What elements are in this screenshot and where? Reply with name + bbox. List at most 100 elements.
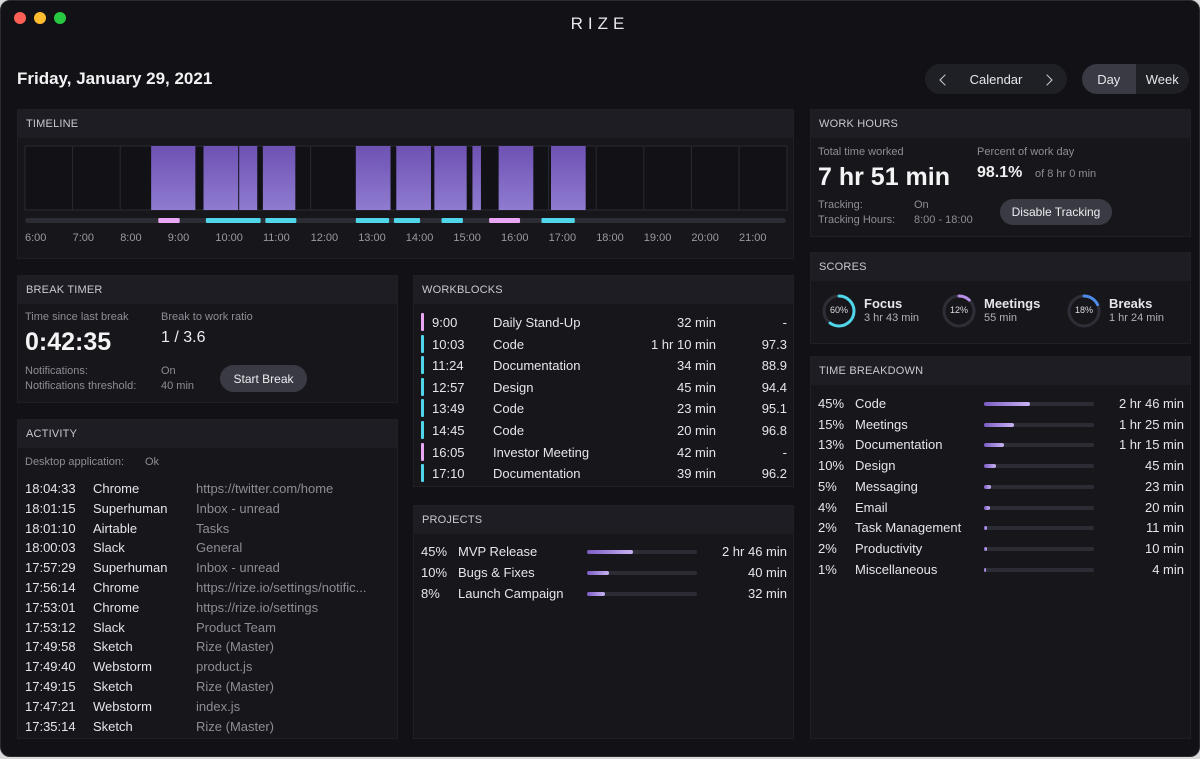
timeline-activity-block[interactable] bbox=[203, 146, 239, 210]
breakdown-row[interactable]: 10% Design 45 min bbox=[811, 457, 1190, 476]
project-row[interactable]: 45% MVP Release 2 hr 46 min bbox=[414, 543, 793, 562]
timeline-activity-block[interactable] bbox=[550, 146, 586, 210]
score-ring bbox=[1067, 294, 1101, 328]
timeline-activity-block[interactable] bbox=[498, 146, 534, 210]
timeline-activity-block[interactable] bbox=[472, 146, 481, 210]
breakdown-bar-fill bbox=[984, 567, 987, 572]
breakdown-duration: 2 hr 46 min bbox=[1118, 396, 1184, 411]
breakdown-row[interactable]: 1% Miscellaneous 4 min bbox=[811, 561, 1190, 580]
calendar-button[interactable]: Calendar bbox=[969, 71, 1023, 87]
breakdown-row[interactable]: 2% Productivity 10 min bbox=[811, 540, 1190, 559]
breakdown-bar-fill bbox=[984, 505, 990, 510]
workblock-row[interactable]: 10:03 Code 1 hr 10 min 97.3 bbox=[414, 334, 793, 355]
breakdown-category: Task Management bbox=[855, 520, 962, 536]
workblock-row[interactable]: 9:00 Daily Stand-Up 32 min - bbox=[414, 313, 793, 333]
scores-panel: SCORES 60% Focus 3 hr 43 min 12% Meetings 55 … bbox=[810, 252, 1191, 344]
timeline-activity-block[interactable] bbox=[396, 146, 431, 210]
activity-detail: https://rize.io/settings/notific... bbox=[196, 580, 367, 595]
timeline-workblock-marker[interactable] bbox=[355, 218, 390, 223]
page-title: Friday, January 29, 2021 bbox=[17, 69, 213, 88]
score-percent: 60% bbox=[829, 305, 848, 315]
breakdown-row[interactable]: 5% Messaging 23 min bbox=[811, 478, 1190, 497]
timeline-activity-block[interactable] bbox=[355, 146, 391, 210]
project-bar bbox=[587, 570, 697, 575]
breakdown-row[interactable]: 45% Code 2 hr 46 min bbox=[811, 395, 1190, 414]
breakdown-category: Code bbox=[855, 396, 887, 411]
workblock-row[interactable]: 13:49 Code 23 min 95.1 bbox=[414, 399, 793, 419]
break-ratio-value: 1 / 3.6 bbox=[161, 329, 206, 346]
workblock-score: - bbox=[782, 444, 787, 460]
timeline-activity-block[interactable] bbox=[434, 146, 467, 210]
breakdown-row[interactable]: 2% Task Management 11 min bbox=[811, 519, 1190, 538]
timeline-hour-label: 15:00 bbox=[453, 232, 481, 244]
breakdown-row[interactable]: 15% Meetings 1 hr 25 min bbox=[811, 416, 1190, 435]
breakdown-percent: 1% bbox=[818, 561, 837, 577]
timeline-hour-label: 21:00 bbox=[739, 232, 767, 244]
breakdown-duration: 23 min bbox=[1144, 478, 1184, 494]
breakdown-bar bbox=[984, 402, 1094, 406]
timeline-hour-label: 7:00 bbox=[72, 232, 95, 244]
view-week-button[interactable]: Week bbox=[1145, 71, 1179, 87]
workblock-duration: 23 min bbox=[676, 401, 716, 417]
timeline-workblock-marker[interactable] bbox=[205, 218, 261, 223]
total-time-value: 7 hr 51 min bbox=[818, 163, 950, 191]
activity-detail: https://rize.io/settings bbox=[196, 599, 319, 615]
breakdown-bar-fill bbox=[984, 402, 1031, 406]
workblock-row[interactable]: 14:45 Code 20 min 96.8 bbox=[414, 421, 793, 441]
timeline-activity-block[interactable] bbox=[263, 146, 296, 210]
workblock-row[interactable]: 16:05 Investor Meeting 42 min - bbox=[414, 442, 793, 463]
workblock-time: 11:24 bbox=[432, 358, 464, 374]
project-percent: 10% bbox=[421, 564, 448, 580]
chevron-right-icon[interactable] bbox=[1039, 68, 1055, 91]
workblock-row[interactable]: 11:24 Documentation 34 min 88.9 bbox=[414, 356, 793, 376]
disable-tracking-button[interactable]: Disable Tracking bbox=[1000, 199, 1112, 225]
close-window-button[interactable] bbox=[14, 12, 26, 24]
start-break-button[interactable]: Start Break bbox=[220, 365, 307, 392]
timeline-workblock-marker[interactable] bbox=[489, 218, 521, 223]
breakdown-percent: 15% bbox=[818, 416, 845, 432]
timeline-workblock-marker[interactable] bbox=[265, 218, 297, 223]
zoom-window-button[interactable] bbox=[54, 12, 66, 24]
breakdown-percent: 13% bbox=[818, 437, 845, 453]
workblock-score: 97.3 bbox=[761, 336, 787, 352]
workblocks-panel: WORKBLOCKS 9:00 Daily Stand-Up 32 min - 10:0… bbox=[413, 275, 794, 487]
breakdown-row[interactable]: 13% Documentation 1 hr 15 min bbox=[811, 436, 1190, 455]
score-item[interactable]: 12% Meetings 55 min bbox=[941, 293, 1061, 329]
score-percent: 18% bbox=[1074, 305, 1093, 315]
timeline-workblock-marker[interactable] bbox=[393, 218, 421, 223]
notifications-threshold-label: Notifications threshold: bbox=[25, 380, 137, 392]
chevron-left-icon[interactable] bbox=[937, 68, 953, 91]
workblock-row[interactable]: 17:10 Documentation 39 min 96.2 bbox=[414, 464, 793, 484]
workblock-row[interactable]: 12:57 Design 45 min 94.4 bbox=[414, 377, 793, 398]
timeline-hour-label: 9:00 bbox=[167, 232, 190, 244]
workblock-duration: 32 min bbox=[676, 315, 716, 330]
minimize-window-button[interactable] bbox=[34, 12, 46, 24]
activity-app: Chrome bbox=[93, 481, 140, 496]
project-row[interactable]: 8% Launch Campaign 32 min bbox=[414, 585, 793, 604]
score-item[interactable]: 18% Breaks 1 hr 24 min bbox=[1066, 293, 1186, 329]
timeline-activity-block[interactable] bbox=[151, 146, 196, 210]
calendar-nav: Calendar bbox=[925, 64, 1067, 94]
timeline-workblock-marker[interactable] bbox=[441, 218, 463, 223]
timeline-hour-label: 16:00 bbox=[501, 232, 529, 244]
panel-title: BREAK TIMER bbox=[18, 276, 397, 304]
project-bar bbox=[587, 550, 697, 554]
activity-app: Webstorm bbox=[93, 659, 152, 675]
activity-app: Chrome bbox=[93, 580, 140, 595]
breakdown-category: Miscellaneous bbox=[855, 561, 938, 577]
score-item[interactable]: 60% Focus 3 hr 43 min bbox=[821, 293, 941, 329]
timeline-workblock-marker[interactable] bbox=[541, 218, 575, 223]
breakdown-bar-fill bbox=[984, 484, 991, 489]
activity-detail: index.js bbox=[196, 698, 241, 714]
project-row[interactable]: 10% Bugs & Fixes 40 min bbox=[414, 564, 793, 583]
workblock-time: 9:00 bbox=[432, 315, 458, 330]
breakdown-row[interactable]: 4% Email 20 min bbox=[811, 499, 1190, 518]
timeline-activity-block[interactable] bbox=[239, 146, 258, 210]
percent-workday-value: 98.1% bbox=[977, 164, 1023, 181]
workblock-time: 17:10 bbox=[432, 466, 465, 482]
view-day-button[interactable]: Day bbox=[1082, 64, 1136, 94]
workblock-name: Code bbox=[493, 401, 525, 417]
project-percent: 8% bbox=[421, 585, 440, 601]
timeline-hour-label: 8:00 bbox=[120, 232, 142, 244]
timeline-workblock-marker[interactable] bbox=[158, 218, 180, 223]
